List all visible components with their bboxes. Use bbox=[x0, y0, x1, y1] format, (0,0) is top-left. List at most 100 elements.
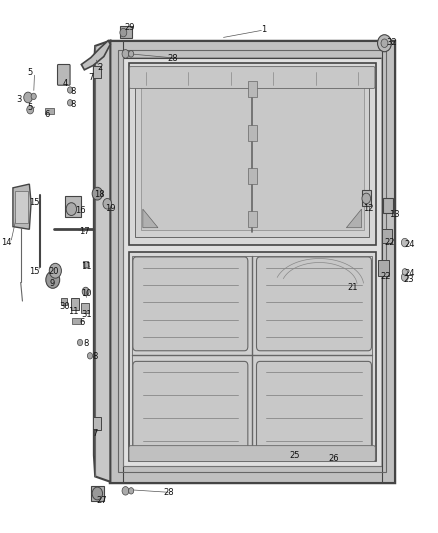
Text: 15: 15 bbox=[29, 268, 40, 276]
Circle shape bbox=[66, 203, 77, 215]
Bar bbox=[128, 252, 376, 461]
Bar bbox=[81, 303, 89, 313]
Text: 24: 24 bbox=[404, 240, 414, 249]
Text: 6: 6 bbox=[80, 318, 85, 327]
Text: 28: 28 bbox=[163, 488, 174, 497]
Circle shape bbox=[402, 269, 407, 275]
Text: 26: 26 bbox=[328, 455, 339, 463]
Circle shape bbox=[46, 271, 60, 288]
Text: 29: 29 bbox=[124, 23, 135, 32]
Text: 32: 32 bbox=[386, 38, 397, 47]
Polygon shape bbox=[94, 41, 110, 482]
Bar bbox=[132, 256, 372, 456]
Text: 23: 23 bbox=[404, 275, 414, 284]
Text: 31: 31 bbox=[81, 310, 92, 319]
Bar bbox=[110, 41, 394, 58]
Bar bbox=[248, 125, 257, 141]
Text: 3: 3 bbox=[17, 94, 22, 103]
Bar bbox=[135, 71, 369, 237]
FancyBboxPatch shape bbox=[133, 361, 248, 455]
FancyBboxPatch shape bbox=[257, 257, 371, 351]
Text: 22: 22 bbox=[380, 272, 391, 280]
Text: 15: 15 bbox=[29, 198, 40, 207]
Circle shape bbox=[128, 488, 134, 494]
Polygon shape bbox=[143, 209, 158, 228]
Bar bbox=[383, 198, 393, 213]
Bar bbox=[93, 66, 101, 78]
Text: 9: 9 bbox=[49, 279, 54, 288]
Circle shape bbox=[24, 92, 32, 103]
Circle shape bbox=[401, 273, 408, 281]
Circle shape bbox=[27, 106, 34, 114]
Text: 19: 19 bbox=[105, 204, 116, 213]
Bar bbox=[93, 417, 101, 430]
Text: 5: 5 bbox=[28, 68, 33, 77]
Text: 8: 8 bbox=[92, 352, 98, 361]
Bar bbox=[15, 191, 28, 223]
Text: 21: 21 bbox=[348, 283, 358, 292]
Text: 24: 24 bbox=[404, 269, 414, 278]
Text: 8: 8 bbox=[71, 86, 76, 95]
Bar bbox=[382, 229, 392, 243]
Polygon shape bbox=[81, 41, 110, 70]
Circle shape bbox=[128, 51, 134, 57]
Circle shape bbox=[378, 35, 392, 52]
Text: 13: 13 bbox=[389, 210, 399, 219]
Text: 6: 6 bbox=[45, 110, 50, 119]
Bar bbox=[361, 190, 371, 206]
Bar bbox=[83, 261, 88, 266]
FancyBboxPatch shape bbox=[257, 361, 371, 455]
Circle shape bbox=[92, 187, 102, 200]
Circle shape bbox=[325, 453, 332, 461]
Bar bbox=[110, 41, 394, 482]
Circle shape bbox=[122, 50, 129, 58]
Bar bbox=[378, 260, 389, 276]
Circle shape bbox=[88, 353, 92, 359]
Bar bbox=[118, 50, 386, 472]
FancyBboxPatch shape bbox=[129, 67, 375, 88]
Circle shape bbox=[122, 487, 129, 495]
Text: 7: 7 bbox=[92, 430, 98, 439]
Text: 1: 1 bbox=[261, 26, 267, 35]
Circle shape bbox=[92, 487, 102, 500]
Circle shape bbox=[49, 263, 61, 278]
Text: 17: 17 bbox=[79, 228, 90, 237]
Text: 28: 28 bbox=[168, 54, 178, 62]
Text: 30: 30 bbox=[60, 302, 70, 311]
Text: 5: 5 bbox=[28, 102, 33, 111]
Text: 18: 18 bbox=[94, 190, 105, 199]
Text: 16: 16 bbox=[75, 206, 85, 215]
Text: 7: 7 bbox=[88, 73, 94, 82]
Circle shape bbox=[401, 238, 408, 247]
Bar bbox=[283, 444, 299, 454]
Bar bbox=[60, 298, 67, 305]
Text: 20: 20 bbox=[49, 268, 59, 276]
Text: 8: 8 bbox=[84, 339, 89, 348]
Text: 12: 12 bbox=[363, 204, 373, 213]
Bar bbox=[350, 272, 358, 287]
Text: 14: 14 bbox=[1, 238, 12, 247]
FancyBboxPatch shape bbox=[133, 257, 248, 351]
Circle shape bbox=[331, 455, 336, 461]
Circle shape bbox=[82, 287, 89, 296]
Text: 11: 11 bbox=[68, 307, 79, 316]
Polygon shape bbox=[346, 209, 361, 228]
Bar bbox=[72, 318, 81, 324]
Text: 27: 27 bbox=[96, 496, 107, 505]
Circle shape bbox=[67, 100, 73, 106]
Bar bbox=[381, 41, 394, 482]
Text: 4: 4 bbox=[62, 78, 67, 87]
Text: 25: 25 bbox=[289, 451, 300, 460]
Circle shape bbox=[31, 93, 36, 100]
Bar bbox=[248, 211, 257, 227]
Circle shape bbox=[362, 193, 371, 204]
Circle shape bbox=[67, 87, 73, 93]
Bar bbox=[110, 466, 394, 482]
Bar bbox=[248, 82, 257, 98]
Polygon shape bbox=[13, 184, 31, 229]
Text: 11: 11 bbox=[81, 262, 92, 271]
Text: 2: 2 bbox=[97, 63, 102, 71]
Bar bbox=[110, 41, 123, 482]
Circle shape bbox=[103, 198, 112, 209]
Circle shape bbox=[78, 340, 83, 346]
